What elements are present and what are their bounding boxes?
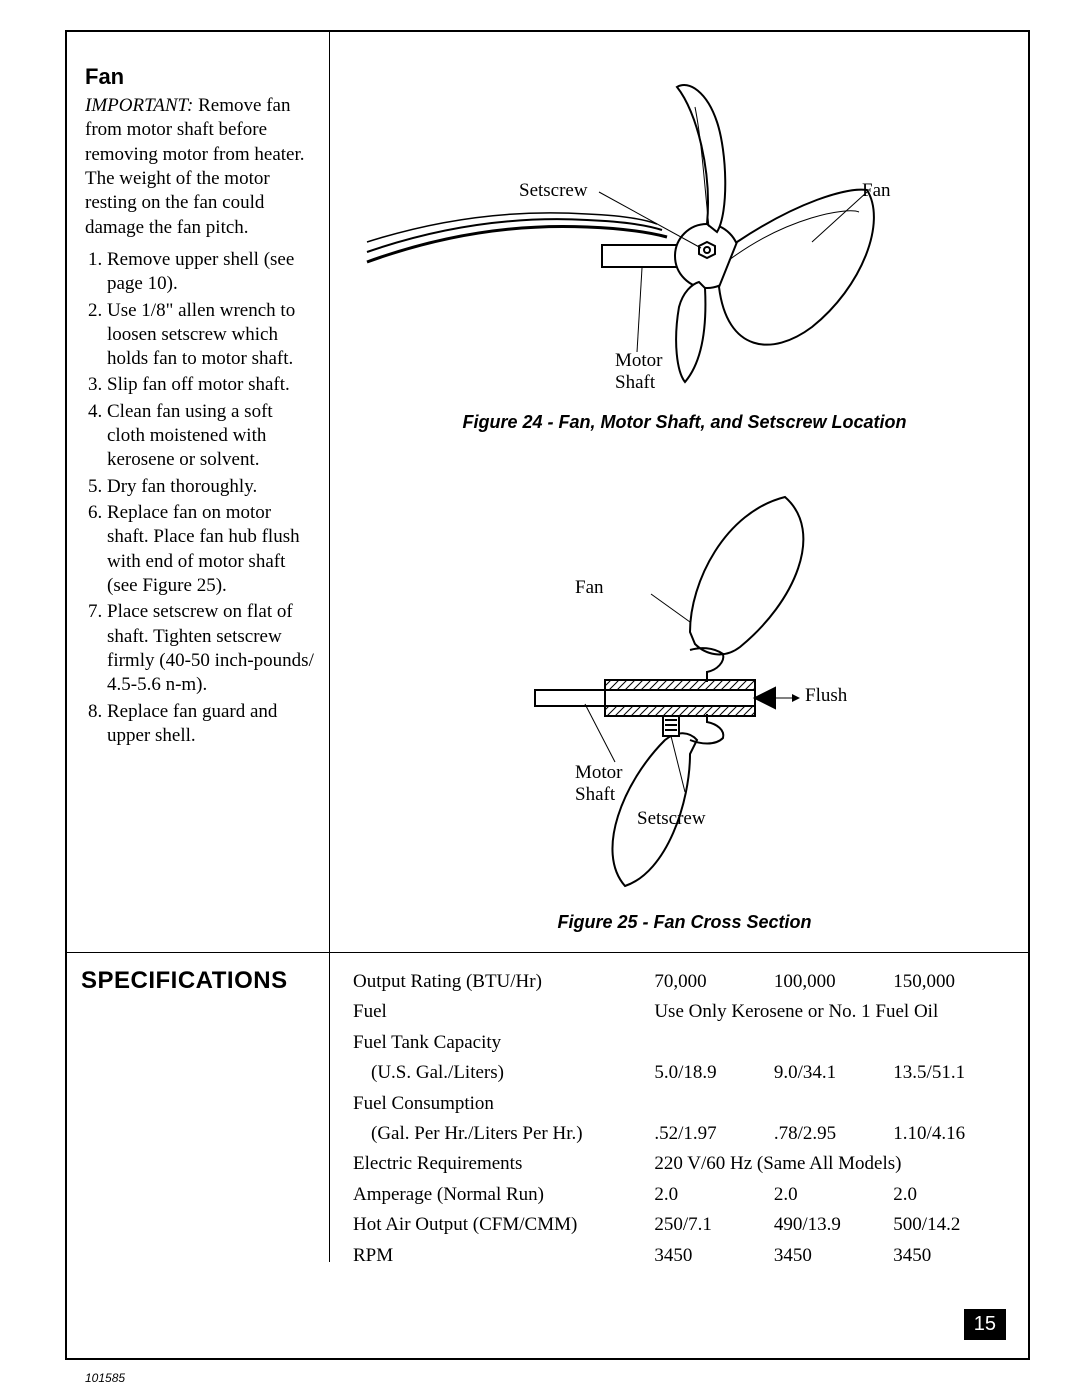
list-item: Replace fan guard and upper shell.: [107, 700, 315, 749]
table-row: Fuel Tank Capacity: [347, 1028, 1012, 1058]
important-text: Remove fan from motor shaft before remov…: [85, 95, 305, 238]
vertical-rule: [329, 32, 330, 1262]
list-item: Remove upper shell (see page 10).: [107, 248, 315, 297]
fan-instructions: Fan IMPORTANT: Remove fan from motor sha…: [85, 64, 315, 750]
spec-label: RPM: [347, 1241, 648, 1271]
spec-value: .52/1.97: [648, 1119, 767, 1149]
list-item: Use 1/8" allen wrench to loosen setscrew…: [107, 299, 315, 372]
page-number: 15: [964, 1309, 1006, 1340]
spec-label: Fuel Tank Capacity: [347, 1028, 648, 1058]
fan-steps: Remove upper shell (see page 10). Use 1/…: [85, 248, 315, 748]
spec-value: 1.10/4.16: [887, 1119, 1012, 1149]
list-item: Replace fan on motor shaft. Place fan hu…: [107, 501, 315, 598]
spec-value: 70,000: [648, 967, 767, 997]
spec-label: Output Rating (BTU/Hr): [347, 967, 648, 997]
spec-value: 500/14.2: [887, 1210, 1012, 1240]
spec-value: 250/7.1: [648, 1210, 767, 1240]
horizontal-rule: [67, 952, 1028, 953]
figures-area: Setscrew Fan Motor Shaft Figure 24 - Fan…: [357, 52, 1012, 412]
specs-heading: SPECIFICATIONS: [81, 967, 326, 995]
list-item: Clean fan using a soft cloth moistened w…: [107, 400, 315, 473]
fig25-caption: Figure 25 - Fan Cross Section: [357, 912, 1012, 933]
table-row: Hot Air Output (CFM/CMM) 250/7.1 490/13.…: [347, 1210, 1012, 1240]
spec-label: Amperage (Normal Run): [347, 1180, 648, 1210]
fig25-label-motor: Motor: [575, 762, 623, 784]
figure-24: Setscrew Fan Motor Shaft Figure 24 - Fan…: [357, 52, 1012, 412]
spec-value: 3450: [768, 1241, 887, 1271]
spec-label: Fuel: [347, 997, 648, 1027]
table-row: (Gal. Per Hr./Liters Per Hr.) .52/1.97 .…: [347, 1119, 1012, 1149]
fig24-svg: [357, 52, 1012, 392]
spec-value: 2.0: [768, 1180, 887, 1210]
footer-code: 101585: [85, 1371, 125, 1385]
spec-sublabel: (Gal. Per Hr./Liters Per Hr.): [347, 1119, 648, 1149]
fig24-label-fan: Fan: [862, 180, 891, 202]
table-row: RPM 3450 3450 3450: [347, 1241, 1012, 1271]
spec-value: 5.0/18.9: [648, 1058, 767, 1088]
figure-25: Fan Flush Motor Shaft Setscrew Figure 25…: [357, 482, 1012, 942]
page-frame: Fan IMPORTANT: Remove fan from motor sha…: [65, 30, 1030, 1360]
spec-value: 13.5/51.1: [887, 1058, 1012, 1088]
spec-value: 100,000: [768, 967, 887, 997]
fig24-caption: Figure 24 - Fan, Motor Shaft, and Setscr…: [357, 412, 1012, 433]
spec-sublabel: (U.S. Gal./Liters): [347, 1058, 648, 1088]
spec-label: Fuel Consumption: [347, 1089, 648, 1119]
spec-label: Electric Requirements: [347, 1149, 648, 1179]
spec-value: 490/13.9: [768, 1210, 887, 1240]
specs-table: Output Rating (BTU/Hr) 70,000 100,000 15…: [347, 967, 1012, 1271]
spec-value: .78/2.95: [768, 1119, 887, 1149]
spec-value: 150,000: [887, 967, 1012, 997]
fan-heading: Fan: [85, 64, 315, 90]
spec-value: 2.0: [887, 1180, 1012, 1210]
fan-important: IMPORTANT: Remove fan from motor shaft b…: [85, 94, 315, 240]
table-row: Fuel Use Only Kerosene or No. 1 Fuel Oil: [347, 997, 1012, 1027]
spec-value: 220 V/60 Hz (Same All Models): [648, 1149, 1012, 1179]
fig24-label-motor: Motor: [615, 350, 663, 372]
fig25-label-fan: Fan: [575, 577, 604, 599]
table-row: Output Rating (BTU/Hr) 70,000 100,000 15…: [347, 967, 1012, 997]
spec-value: 2.0: [648, 1180, 767, 1210]
list-item: Place setscrew on flat of shaft. Tighten…: [107, 600, 315, 697]
important-label: IMPORTANT:: [85, 95, 193, 116]
spec-value: Use Only Kerosene or No. 1 Fuel Oil: [648, 997, 1012, 1027]
fig25-label-shaft: Shaft: [575, 784, 615, 806]
spec-label: Hot Air Output (CFM/CMM): [347, 1210, 648, 1240]
table-row: Fuel Consumption: [347, 1089, 1012, 1119]
fig24-label-setscrew: Setscrew: [519, 180, 588, 202]
table-row: Amperage (Normal Run) 2.0 2.0 2.0: [347, 1180, 1012, 1210]
table-row: Electric Requirements 220 V/60 Hz (Same …: [347, 1149, 1012, 1179]
fig25-label-setscrew: Setscrew: [637, 808, 706, 830]
spec-value: 3450: [887, 1241, 1012, 1271]
list-item: Dry fan thoroughly.: [107, 475, 315, 499]
spec-value: 3450: [648, 1241, 767, 1271]
spec-value: 9.0/34.1: [768, 1058, 887, 1088]
list-item: Slip fan off motor shaft.: [107, 373, 315, 397]
fig24-label-shaft: Shaft: [615, 372, 655, 394]
table-row: (U.S. Gal./Liters) 5.0/18.9 9.0/34.1 13.…: [347, 1058, 1012, 1088]
fig25-label-flush: Flush: [805, 685, 847, 707]
